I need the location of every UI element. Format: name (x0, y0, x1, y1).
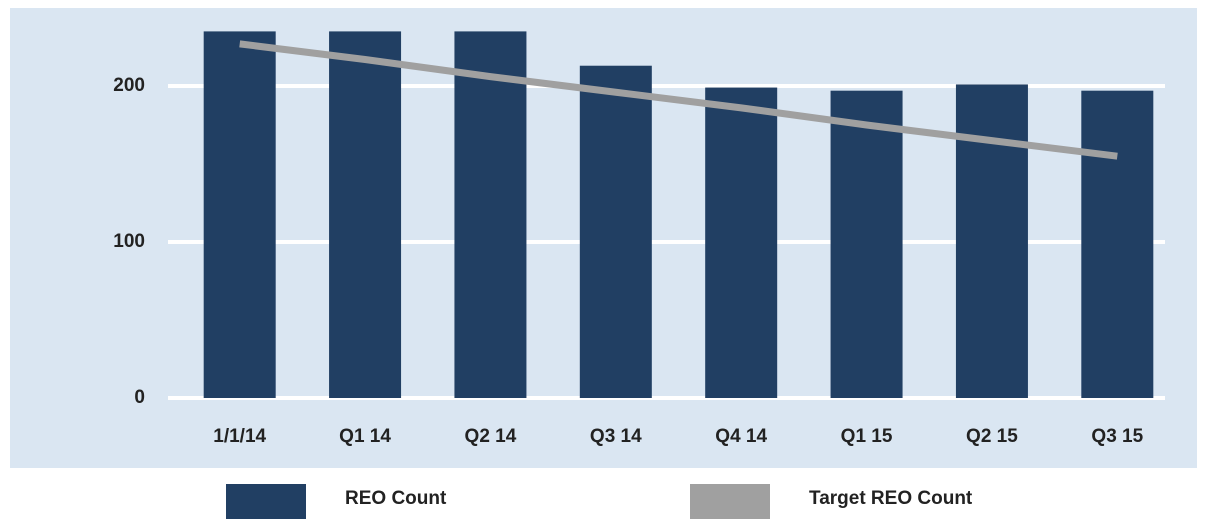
bar (329, 31, 402, 399)
bar (579, 65, 652, 398)
x-tick-label: Q1 15 (841, 426, 893, 447)
bar (955, 84, 1028, 398)
y-tick-label: 0 (134, 387, 145, 408)
x-tick-label: Q4 14 (715, 426, 767, 447)
bar (1081, 90, 1154, 399)
x-tick-label: 1/1/14 (213, 426, 266, 447)
x-tick-label: Q1 14 (339, 426, 391, 447)
bar (705, 87, 778, 398)
y-tick-label: 200 (113, 75, 145, 96)
legend-swatch (690, 484, 770, 519)
bar (203, 31, 276, 399)
x-tick-label: Q2 15 (966, 426, 1018, 447)
y-tick-label: 100 (113, 231, 145, 252)
legend-label: REO Count (345, 488, 447, 509)
line (239, 40, 1118, 160)
x-tick-label: Q3 15 (1091, 426, 1143, 447)
legend-swatch (226, 484, 306, 519)
x-tick-label: Q3 14 (590, 426, 642, 447)
legend-label: Target REO Count (809, 488, 973, 509)
bar (454, 31, 527, 399)
bar (830, 90, 903, 399)
x-tick-label: Q2 14 (465, 426, 517, 447)
